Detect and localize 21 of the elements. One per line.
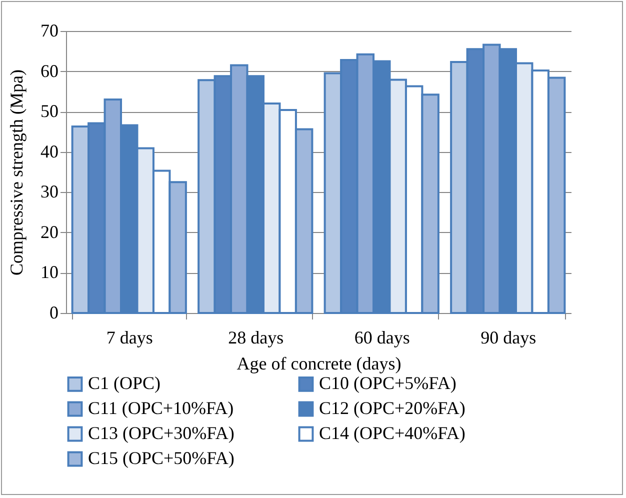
x-tick-label: 60 days	[354, 328, 410, 348]
y-axis-title: Compressive strength (Mpa)	[6, 70, 26, 276]
y-tick-label: 20	[40, 222, 58, 242]
y-tick-label: 30	[40, 182, 58, 202]
x-tick-label: 7 days	[106, 328, 153, 348]
y-tick-label: 60	[40, 60, 58, 81]
x-tick-label: 90 days	[480, 328, 536, 348]
y-tick-label: 10	[40, 262, 58, 282]
x-tick-label: 28 days	[228, 328, 284, 348]
legend-label: C10 (OPC+5%FA)	[319, 373, 456, 394]
y-tick-label: 0	[50, 302, 58, 322]
y-tick-label: 40	[40, 141, 58, 162]
legend-label: C12 (OPC+20%FA)	[319, 398, 466, 418]
legend-label: C1 (OPC)	[88, 373, 161, 394]
y-tick-label: 50	[40, 101, 58, 122]
x-axis-title: Age of concrete (days)	[236, 354, 402, 374]
y-tick-label: 70	[40, 20, 58, 40]
legend-label: C15 (OPC+50%FA)	[88, 448, 234, 468]
legend-label: C14 (OPC+40%FA)	[319, 423, 466, 443]
legend-label: C13 (OPC+30%FA)	[88, 423, 234, 443]
legend-label: C11 (OPC+10%FA)	[88, 398, 234, 418]
